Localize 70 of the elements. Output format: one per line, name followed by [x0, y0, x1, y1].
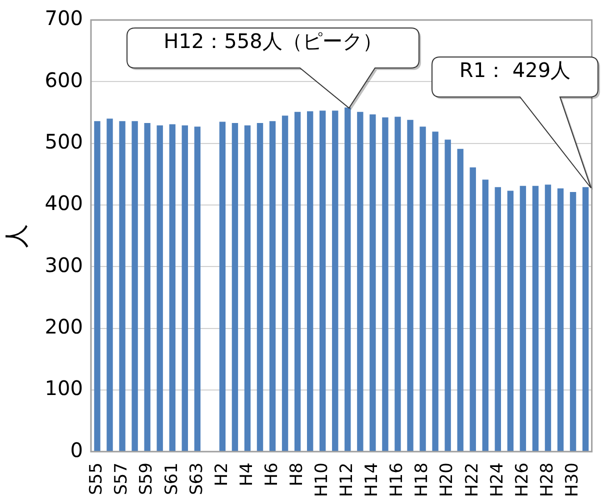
x-tick-label: S59 — [136, 462, 157, 496]
bar — [232, 122, 238, 452]
x-tick-label: H10 — [312, 462, 332, 498]
bar — [544, 184, 552, 452]
bar — [282, 116, 288, 452]
y-tick-label: 100 — [44, 376, 83, 400]
bar — [156, 125, 163, 452]
bar — [470, 167, 476, 452]
bar — [132, 121, 138, 452]
x-tick-label: H4 — [236, 462, 257, 486]
bar — [94, 121, 100, 452]
y-axis-title: 人 — [2, 224, 31, 248]
bar — [382, 117, 388, 452]
bar — [570, 192, 576, 452]
bar — [494, 187, 502, 452]
y-tick-label: 600 — [44, 68, 83, 92]
x-tick-label: S63 — [186, 462, 207, 496]
y-tick-label: 400 — [44, 191, 83, 216]
x-tick-label: H30 — [562, 462, 582, 498]
bar — [457, 148, 464, 452]
x-tick-label: H18 — [412, 462, 432, 498]
y-tick-label: 200 — [44, 314, 83, 338]
x-tick-label: H14 — [362, 462, 382, 498]
y-tick-label: 300 — [44, 252, 83, 277]
x-tick-label: S55 — [86, 462, 107, 496]
x-tick-label: H6 — [262, 462, 282, 486]
x-tick-label: H20 — [437, 462, 458, 498]
x-tick-label: H24 — [487, 462, 508, 498]
x-tick-label: S61 — [162, 462, 182, 496]
annotation: H12：558人（ピーク） — [162, 28, 384, 55]
bar — [269, 121, 276, 452]
bar — [332, 110, 338, 452]
bar — [294, 112, 301, 452]
bar — [169, 124, 176, 452]
bar — [256, 122, 264, 452]
annotation: R1： 429人 — [458, 57, 572, 84]
bar — [306, 111, 314, 452]
bar — [219, 122, 226, 452]
x-tick-label: H28 — [537, 462, 558, 498]
bar — [520, 186, 526, 452]
bar — [394, 116, 401, 452]
bar — [144, 122, 150, 452]
y-tick-label: 500 — [44, 130, 83, 154]
x-tick-label: H26 — [512, 462, 532, 498]
bar — [357, 112, 364, 452]
x-tick-label: H8 — [286, 462, 307, 486]
bar — [444, 140, 451, 452]
bar — [432, 132, 438, 452]
bar — [106, 118, 113, 452]
y-tick-label: 0 — [70, 438, 83, 462]
bar — [344, 108, 351, 452]
bar — [244, 125, 251, 452]
bar — [507, 190, 514, 452]
bar — [557, 188, 564, 452]
bar — [582, 187, 589, 452]
bar — [320, 110, 326, 452]
x-tick-label: H12 — [337, 462, 358, 498]
bar — [532, 186, 539, 452]
x-tick-label: S57 — [112, 462, 132, 496]
y-tick-label: 700 — [44, 6, 83, 30]
x-tick-label: H2 — [212, 462, 232, 486]
bar — [420, 126, 426, 452]
bar — [182, 125, 188, 452]
bar — [482, 180, 488, 452]
x-tick-label: H16 — [387, 462, 408, 498]
bar — [370, 114, 376, 452]
x-tick-label: H22 — [462, 462, 482, 498]
bar — [407, 120, 414, 452]
bar — [194, 126, 200, 452]
bar — [119, 121, 126, 452]
